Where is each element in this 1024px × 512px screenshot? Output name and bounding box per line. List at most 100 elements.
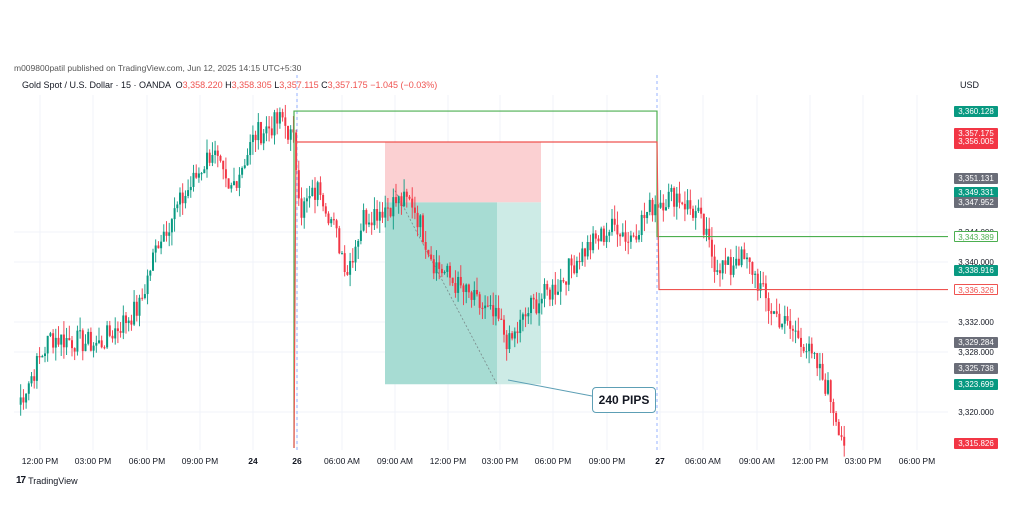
candle-body [246,155,249,166]
price-label[interactable]: 3,343.389 [954,231,998,243]
candle-body [619,234,622,237]
candle-body [584,248,586,257]
candle-body [235,181,238,188]
price-label[interactable]: 3,329.284 [954,336,998,348]
open-value: 3,358.220 [182,80,223,90]
price-label[interactable]: 3,325.738 [954,363,998,375]
candle-body [341,253,343,255]
candle-body [305,198,308,202]
price-label[interactable]: 3,360.128 [954,105,998,117]
candle-body [268,126,271,129]
candle-body [532,297,535,300]
candle-body [486,305,489,307]
candle-body [338,228,341,254]
price-label[interactable]: 3,340.000 [958,257,994,267]
x-axis-tick-label: 06:00 AM [324,456,360,466]
candle-body [624,232,627,242]
candle-body [308,196,311,199]
candle-body [343,253,346,273]
candle-body [405,191,408,197]
candle-body [519,319,522,334]
currency-label[interactable]: USD [960,80,980,90]
price-label[interactable]: 3,356.005 [954,136,998,148]
price-label[interactable]: 3,357.175 [954,127,998,139]
candle-body [489,305,492,307]
candle-body [764,283,767,299]
candle-body [19,397,22,405]
candle-body [773,311,775,314]
candle-body [729,257,732,275]
candle-body [597,238,600,242]
candle-body [322,194,325,207]
tradingview-logo-icon: 17 [16,475,26,486]
candle-body [548,289,551,300]
candle-body [543,283,546,299]
candle-body [378,211,381,221]
take-profit-zone [385,202,497,385]
candle-body [438,262,441,269]
tradingview-logo[interactable]: 17 TradingView [16,475,78,486]
candle-body [357,240,360,247]
candle-body [365,210,368,225]
price-label[interactable]: 3,320.000 [958,407,994,417]
price-label[interactable]: 3,323.699 [954,378,998,390]
price-label[interactable]: 3,338.916 [954,264,998,276]
pips-annotation[interactable]: 240 PIPS [592,387,656,413]
candle-body [376,209,379,221]
candle-body [446,265,449,272]
brand-name: TradingView [28,475,78,486]
candle-body [230,185,233,189]
candle-body [470,292,473,300]
candle-body [651,199,654,216]
symbol-name[interactable]: Gold Spot / U.S. Dollar · 15 · OANDA [22,80,171,90]
price-label[interactable]: 3,349.331 [954,186,998,198]
candle-body [200,173,203,175]
candle-body [251,134,254,143]
candle-body [665,207,667,211]
candle-body [697,207,700,212]
candle-body [527,313,530,317]
price-label[interactable]: 3,332.000 [958,317,994,327]
candle-body [416,212,419,228]
x-axis-tick-label: 06:00 AM [685,456,721,466]
x-axis-tick-label: 12:00 PM [792,456,828,466]
candle-body [127,320,130,324]
candle-body [276,112,279,124]
candle-body [65,338,68,348]
x-axis-tick-label: 03:00 PM [75,456,111,466]
candle-body [494,307,497,317]
candle-body [300,198,303,218]
candle-body [476,290,478,295]
candle-body [265,126,268,134]
candle-body [73,348,76,352]
candle-body [179,192,181,205]
price-label[interactable]: 3,351.131 [954,173,998,185]
candle-body [254,134,257,141]
candle-body [219,155,222,161]
candle-body [122,315,125,333]
price-label[interactable]: 3,336.326 [954,284,998,296]
candle-body [432,259,435,274]
candle-body [46,335,49,354]
candle-body [786,316,789,321]
candle-body [168,232,171,236]
candle-body [197,173,200,178]
candle-body [195,172,198,178]
candle-body [781,323,784,328]
published-by-text: m009800patil published on TradingView.co… [14,63,302,73]
symbol-legend: Gold Spot / U.S. Dollar · 15 · OANDA O3,… [22,80,437,90]
candle-body [257,122,260,141]
candle-body [170,219,173,233]
candle-body [667,191,670,208]
pips-pointer-line [507,379,593,397]
candle-body [327,213,330,224]
candle-body [187,190,190,196]
candle-body [586,241,589,257]
candle-body [392,197,395,217]
price-label[interactable]: 3,347.952 [954,196,998,208]
price-label[interactable]: 3,315.826 [954,437,998,449]
candle-body [467,284,470,293]
stop-loss-zone [385,141,541,203]
price-label[interactable]: 3,328.000 [958,347,994,357]
